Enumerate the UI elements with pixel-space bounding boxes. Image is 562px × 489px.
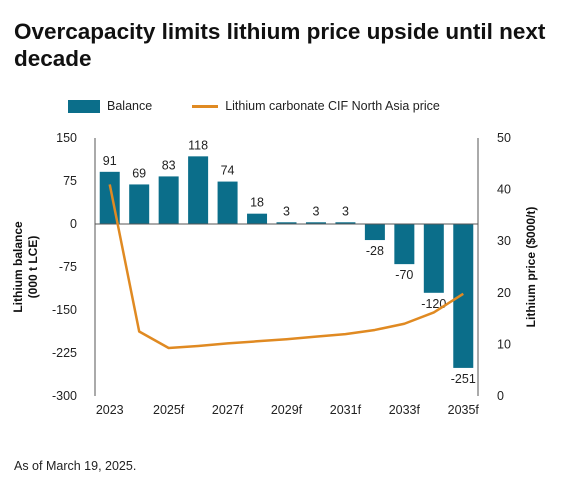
bar-data-label: -70 [395,268,413,282]
bar-data-label: 18 [250,196,264,210]
y-right-tick-label: 0 [497,389,504,403]
bar-data-label: 74 [221,164,235,178]
y-right-tick-label: 30 [497,234,511,248]
y-left-axis-title-line: (000 t LCE) [26,236,40,299]
y-right-tick-label: 10 [497,337,511,351]
bar-data-label: -251 [451,372,476,386]
y-left-tick-label: -75 [59,260,77,274]
y-left-tick-label: 150 [56,131,77,145]
bar [305,222,326,224]
x-tick-label: 2027f [212,403,244,417]
bar [188,156,209,224]
bar-data-label: 83 [162,158,176,172]
bar-data-label: 3 [342,204,349,218]
bar-data-label: 3 [312,204,319,218]
price-line [108,184,464,350]
legend-item-balance: Balance [68,99,152,113]
x-tick-label: 2031f [330,403,362,417]
bar [276,222,297,224]
legend-swatch-price [192,104,219,108]
y-left-tick-label: -300 [52,389,77,403]
legend-swatch-balance [68,99,100,113]
bar [129,184,150,224]
y-left-axis-title: Lithium balance(000 t LCE) [11,221,40,313]
y-left-tick-label: -225 [52,346,77,360]
bar [158,176,179,224]
legend-item-price: Lithium carbonate CIF North Asia price [192,99,440,113]
y-right-tick-label: 50 [497,131,511,145]
bar [335,222,356,224]
bar-data-label: -120 [421,297,446,311]
bar [423,224,444,293]
bar-data-label: 3 [283,204,290,218]
y-left-tick-label: 75 [63,174,77,188]
bar [394,224,415,265]
y-right-tick-label: 20 [497,286,511,300]
y-left-tick-label: -150 [52,303,77,317]
x-tick-label: 2033f [389,403,421,417]
x-tick-label: 2023 [96,403,124,417]
legend: Balance Lithium carbonate CIF North Asia… [68,96,480,116]
x-tick-label: 2035f [448,403,480,417]
bar [247,213,268,224]
bar [364,224,385,241]
y-left-axis-title-line: Lithium balance [11,221,25,313]
y-left-tick-label: 0 [70,217,77,231]
x-tick-label: 2029f [271,403,303,417]
y-right-axis-title: Lithium price ($000/t) [524,207,538,328]
bar-data-label: 91 [103,154,117,168]
bar-data-label: 118 [188,138,208,152]
footnote: As of March 19, 2025. [14,459,137,473]
x-tick-label: 2025f [153,403,185,417]
legend-label-price: Lithium carbonate CIF North Asia price [225,99,440,113]
bar [453,224,474,368]
bar [217,181,238,224]
chart-title: Overcapacity limits lithium price upside… [14,19,546,71]
legend-label-balance: Balance [107,99,153,113]
bar-data-label: -28 [366,244,384,258]
y-right-tick-label: 40 [497,183,511,197]
bar-data-label: 69 [132,166,146,180]
